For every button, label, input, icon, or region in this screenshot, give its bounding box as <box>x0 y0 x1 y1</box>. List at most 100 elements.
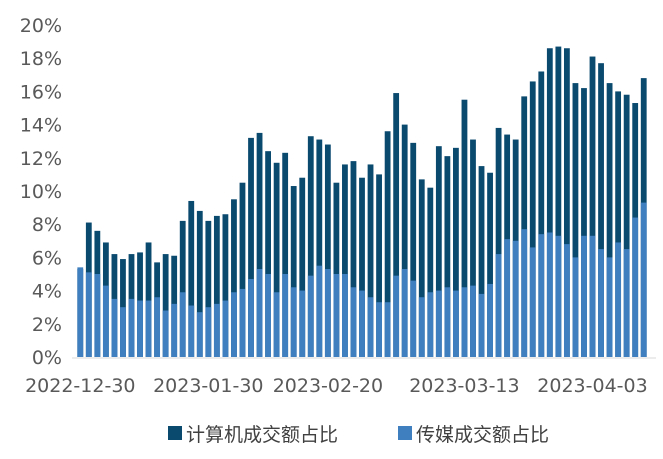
bar-media <box>248 278 254 357</box>
bar-media <box>128 298 135 357</box>
bar-computer <box>521 96 528 357</box>
bar-media <box>222 300 229 357</box>
bar-media <box>77 267 84 357</box>
y-tick-label: 18% <box>20 48 62 70</box>
x-tick-label: 2023-01-30 <box>153 375 263 397</box>
bar-media <box>478 293 485 357</box>
bar-media <box>529 247 536 357</box>
bar-computer <box>470 139 476 357</box>
series-media-share <box>77 202 647 357</box>
bar-media <box>171 303 178 357</box>
bar-media <box>606 257 613 357</box>
bar-computer <box>444 156 451 357</box>
bar-computer <box>529 81 536 357</box>
x-tick-label: 2023-04-03 <box>537 375 647 397</box>
bar-computer <box>342 164 348 357</box>
bar-computer <box>273 162 280 357</box>
x-tick-label: 2023-03-13 <box>409 375 519 397</box>
bar-media <box>598 249 604 357</box>
bar-computer <box>461 99 468 357</box>
bar-computer <box>299 177 306 357</box>
bar-media <box>188 305 195 357</box>
bar-computer <box>307 136 314 357</box>
y-tick-label: 20% <box>20 15 62 37</box>
bar-computer <box>478 166 485 357</box>
bar-computer <box>435 146 442 357</box>
y-tick-label: 8% <box>32 214 62 236</box>
bar-media <box>410 280 417 357</box>
y-axis: 0% 2% 4% 6% 8% 10% 12% 14% 16% 18% 20% <box>20 15 62 369</box>
bar-computer <box>231 199 237 357</box>
bar-computer <box>350 161 357 357</box>
legend-swatch-computer <box>168 426 182 440</box>
y-tick-label: 6% <box>32 247 62 269</box>
bar-computer <box>589 56 596 357</box>
bar-computer <box>205 220 212 357</box>
bar-computer <box>213 215 220 357</box>
bar-media <box>213 303 220 357</box>
bar-computer <box>538 71 545 357</box>
bar-computer <box>623 94 630 357</box>
bar-computer <box>196 210 203 357</box>
bar-media <box>572 257 579 357</box>
y-tick-label: 4% <box>32 281 62 303</box>
bar-computer <box>393 93 400 357</box>
bar-media <box>162 310 169 357</box>
bar-computer <box>572 83 579 357</box>
bar-computer <box>581 88 587 357</box>
bar-computer <box>453 147 459 357</box>
bar-computer <box>418 179 425 357</box>
bar-media <box>342 274 348 357</box>
bar-computer <box>606 83 613 357</box>
bar-media <box>555 235 562 357</box>
bar-media <box>504 239 511 357</box>
bar-computer <box>333 182 340 357</box>
bar-media <box>265 274 271 357</box>
x-tick-label: 2023-02-20 <box>273 375 383 397</box>
bar-computer <box>248 137 254 357</box>
bar-media <box>154 297 161 357</box>
bar-media <box>393 275 400 357</box>
bar-media <box>273 292 280 357</box>
bar-media <box>239 288 246 357</box>
bar-media <box>333 274 340 357</box>
bar-media <box>589 235 596 357</box>
bar-media <box>85 272 92 357</box>
bar-media <box>316 265 323 357</box>
bar-computer <box>598 63 604 358</box>
bar-media <box>435 290 442 357</box>
bar-computer <box>546 48 553 358</box>
bar-media <box>350 287 357 357</box>
bar-media <box>282 274 289 357</box>
bar-media <box>632 217 639 357</box>
bar-media <box>94 274 101 357</box>
y-tick-label: 14% <box>20 115 62 137</box>
y-tick-label: 10% <box>20 181 62 203</box>
bar-media <box>487 283 493 357</box>
bar-media <box>299 290 306 357</box>
bar-media <box>111 298 118 357</box>
bar-computer <box>282 152 289 357</box>
bar-media <box>196 312 203 357</box>
bar-computer <box>359 177 365 357</box>
bar-media <box>120 307 126 357</box>
bar-media <box>367 297 374 357</box>
bar-media <box>179 292 186 357</box>
legend-swatch-media <box>398 426 412 440</box>
bar-computer <box>555 46 562 357</box>
bar-media <box>546 232 553 357</box>
y-tick-label: 12% <box>20 148 62 170</box>
bar-media <box>512 240 519 357</box>
bar-computer <box>162 254 169 357</box>
bar-computer <box>324 144 331 357</box>
bar-media <box>145 300 152 357</box>
bar-media <box>205 307 212 357</box>
bar-media <box>384 302 391 357</box>
bar-media <box>359 290 365 357</box>
bar-media <box>615 242 622 357</box>
bar-computer <box>188 200 195 357</box>
bar-computer <box>145 242 152 357</box>
y-tick-label: 2% <box>32 314 62 336</box>
bar-computer <box>487 172 493 357</box>
bar-computer <box>615 91 622 358</box>
